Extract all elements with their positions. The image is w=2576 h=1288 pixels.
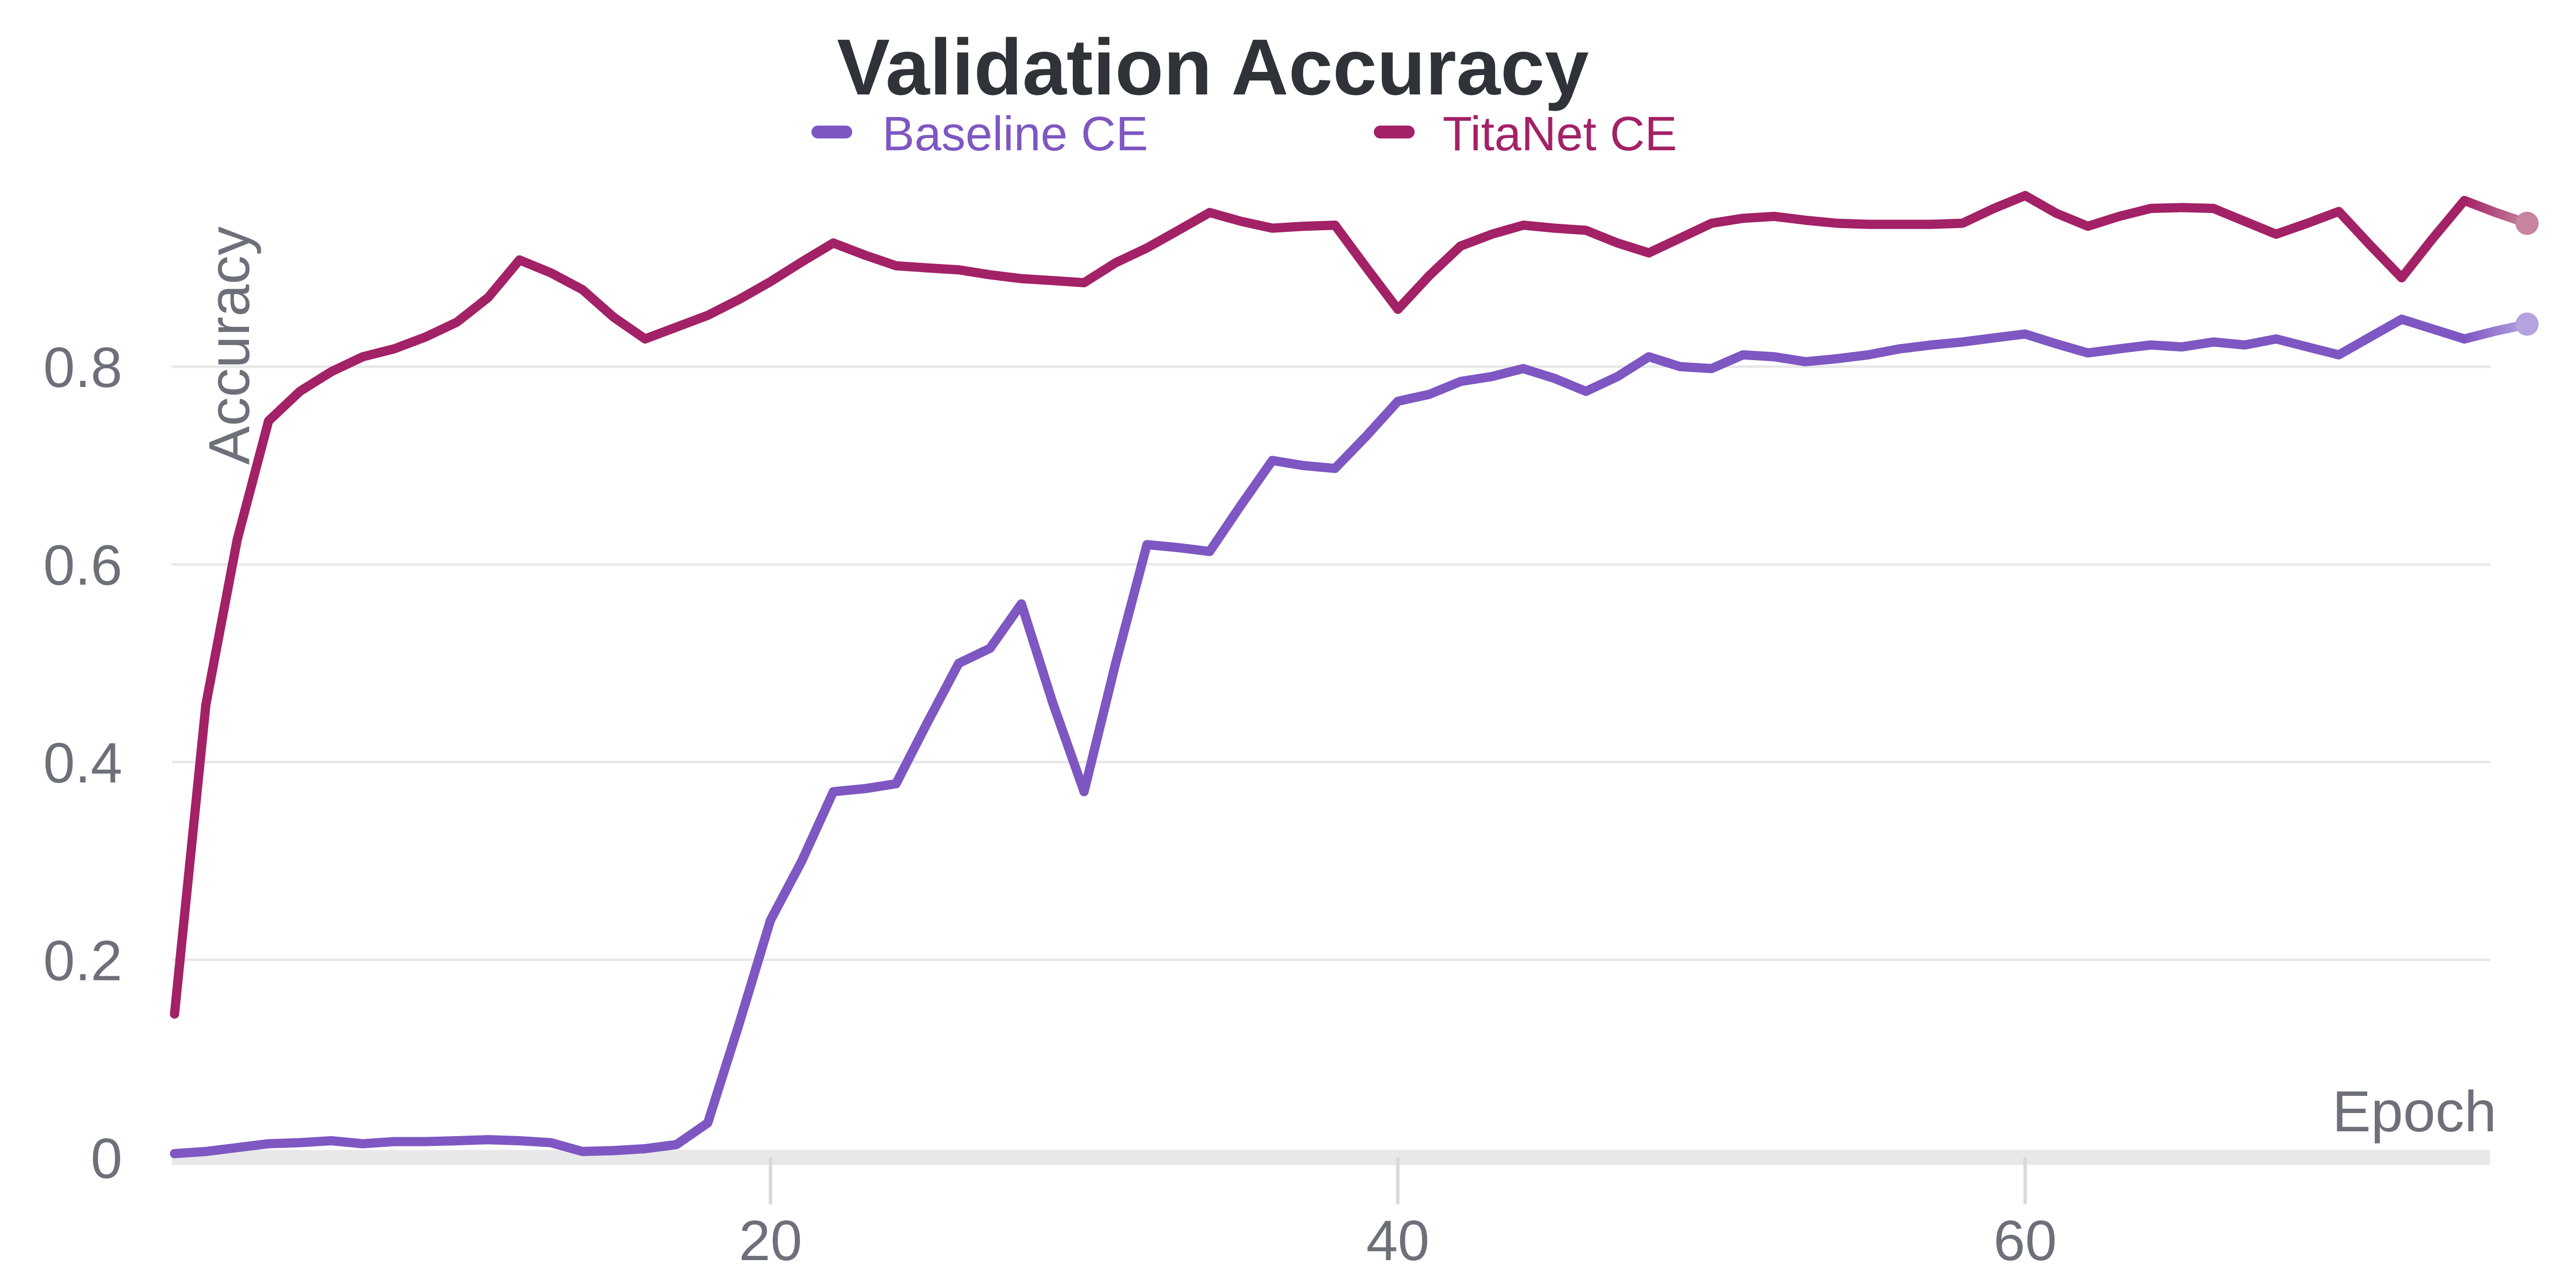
series-end-dot-titanet-ce[interactable] [2515, 211, 2539, 235]
x-axis-title: Epoch [2332, 1079, 2497, 1144]
x-tick-label-40: 40 [1366, 1209, 1430, 1272]
y-tick-label-0.6: 0.6 [43, 534, 122, 597]
y-tick-label-0.8: 0.8 [43, 336, 122, 399]
legend-swatch-baseline-icon [811, 126, 852, 138]
grid-layer [172, 365, 2490, 1204]
x-tick-label-20: 20 [739, 1209, 802, 1272]
y-tick-label-0.4: 0.4 [43, 731, 122, 795]
series-line-baseline-ce[interactable] [170, 314, 2532, 1159]
y-tick-label-0.2: 0.2 [43, 929, 122, 992]
series-layer [170, 191, 2539, 1159]
chart-title: Validation Accuracy [837, 23, 1589, 112]
series-end-dot-baseline-ce[interactable] [2515, 312, 2539, 336]
x-axis-line [172, 1150, 2490, 1165]
legend: Baseline CE TitaNet CE [811, 107, 1677, 161]
legend-swatch-titanet-icon [1374, 126, 1415, 138]
series-line-titanet-ce[interactable] [170, 191, 2532, 1019]
legend-item-baseline[interactable]: Baseline CE [811, 107, 1148, 161]
legend-item-titanet[interactable]: TitaNet CE [1374, 107, 1677, 161]
legend-label-titanet: TitaNet CE [1443, 107, 1677, 161]
x-tick-label-60: 60 [1994, 1209, 2057, 1272]
y-axis-title: Accuracy [196, 226, 261, 465]
y-tick-label-0: 0 [91, 1127, 122, 1190]
tick-label-layer: 0 0.2 0.4 0.6 0.8 20 40 60 [43, 336, 2057, 1272]
legend-label-baseline: Baseline CE [882, 107, 1148, 161]
